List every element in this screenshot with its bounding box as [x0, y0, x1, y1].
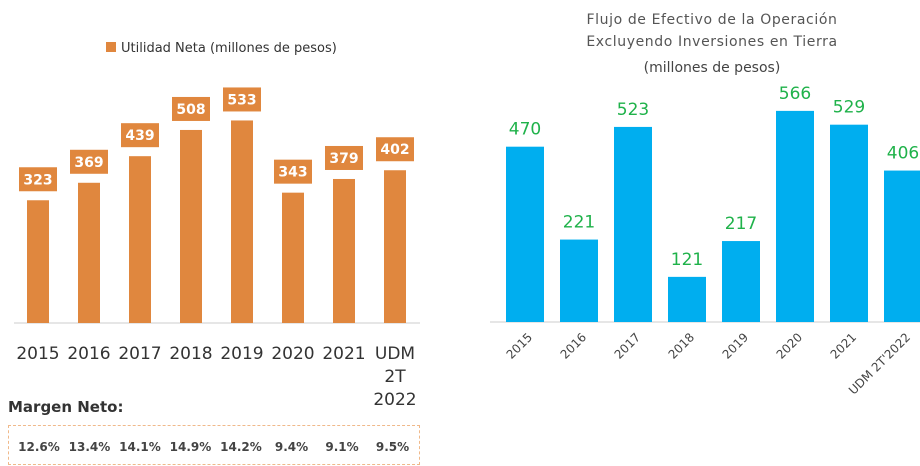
value-label-box — [121, 123, 159, 148]
x-tick-label: 2015 — [504, 330, 535, 361]
value-label-box — [172, 96, 210, 121]
bar — [78, 182, 100, 323]
margin-value: 9.1% — [325, 440, 359, 454]
bar — [231, 120, 253, 324]
x-tick-label: 2021 — [322, 344, 366, 364]
bar — [27, 200, 49, 323]
x-tick-label: 2016 — [67, 344, 111, 364]
value-label: 217 — [725, 214, 757, 234]
chart-subtitle: (millones de pesos) — [644, 60, 781, 76]
margin-value: 9.4% — [274, 440, 309, 454]
bar — [614, 126, 652, 323]
value-label: 379 — [329, 151, 358, 167]
value-label: 529 — [833, 98, 865, 118]
bar — [282, 192, 304, 323]
margin-value: 14.9% — [169, 440, 212, 454]
value-label-box — [223, 87, 261, 112]
bar — [560, 239, 598, 322]
x-tick-label: 2018 — [169, 344, 213, 364]
value-label: 470 — [509, 120, 541, 140]
x-tick-label: 2017 — [118, 344, 162, 364]
value-label: 523 — [617, 100, 649, 120]
value-label: 323 — [23, 172, 52, 188]
value-label: 566 — [779, 84, 811, 104]
margin-value: 9.5% — [375, 440, 410, 454]
value-label: 402 — [380, 142, 409, 158]
chart-title: Flujo de Efectivo de la Operación — [587, 12, 838, 28]
x-tick-label: 2021 — [828, 330, 859, 361]
value-label: 369 — [74, 155, 103, 171]
value-label-box — [19, 167, 57, 192]
bar — [722, 241, 760, 322]
x-tick-label: 2016 — [558, 330, 589, 361]
value-label-box — [274, 159, 312, 184]
margin-box — [8, 425, 420, 465]
x-tick-label: 2017 — [612, 330, 643, 361]
value-label-box — [70, 149, 108, 174]
value-label: 406 — [887, 144, 919, 164]
value-label: 221 — [563, 213, 595, 233]
bar — [830, 124, 868, 322]
value-label: 439 — [125, 128, 154, 144]
margin-value: 13.4% — [68, 440, 111, 454]
bar — [506, 146, 544, 322]
value-label: 343 — [278, 165, 307, 181]
value-label-box — [325, 145, 363, 170]
value-label-box — [376, 137, 414, 162]
bar — [776, 110, 814, 322]
bar — [884, 170, 920, 322]
x-tick-label: 2020 — [271, 344, 315, 364]
bar — [129, 156, 151, 323]
bar — [668, 276, 706, 322]
x-tick-label: 2019 — [220, 344, 264, 364]
value-label: 508 — [176, 102, 205, 118]
x-tick-label: 2018 — [666, 330, 697, 361]
value-label: 533 — [227, 92, 256, 108]
value-label: 121 — [671, 250, 703, 270]
x-tick-label: 2020 — [774, 330, 805, 361]
x-tick-label: 2015 — [16, 344, 60, 364]
margin-value: 12.6% — [18, 440, 60, 454]
legend-label: Utilidad Neta (millones de pesos) — [121, 41, 337, 56]
margin-value: 14.2% — [220, 440, 262, 454]
bar — [180, 129, 202, 323]
x-tick-label: UDM 2T 2022 — [373, 344, 417, 410]
bar — [333, 178, 355, 323]
margin-value: 14.1% — [119, 440, 161, 454]
chart-title: Excluyendo Inversiones en Tierra — [586, 34, 837, 50]
legend-swatch — [106, 42, 116, 52]
x-tick-label: 2019 — [720, 330, 751, 361]
margin-label: Margen Neto: — [8, 398, 124, 416]
bar — [384, 170, 406, 323]
